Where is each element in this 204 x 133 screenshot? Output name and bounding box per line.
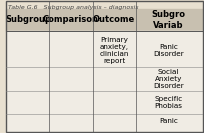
Text: Social
Anxiety
Disorder: Social Anxiety Disorder [153,69,184,89]
Text: Panic
Disorder: Panic Disorder [153,44,184,57]
Bar [6,9,203,31]
Bar [6,31,203,132]
Text: Primary
anxiety,
clinician
report: Primary anxiety, clinician report [100,37,129,64]
Text: Subgro
Variab: Subgro Variab [151,10,185,30]
Text: Subgroup: Subgroup [6,15,52,24]
Text: Panic: Panic [159,118,178,124]
Text: Table G.6   Subgroup analysis – diagnosis: Table G.6 Subgroup analysis – diagnosis [8,5,139,10]
Text: Outcome: Outcome [93,15,135,24]
Text: Specific
Phobias: Specific Phobias [154,96,182,109]
Text: Comparison: Comparison [43,15,99,24]
